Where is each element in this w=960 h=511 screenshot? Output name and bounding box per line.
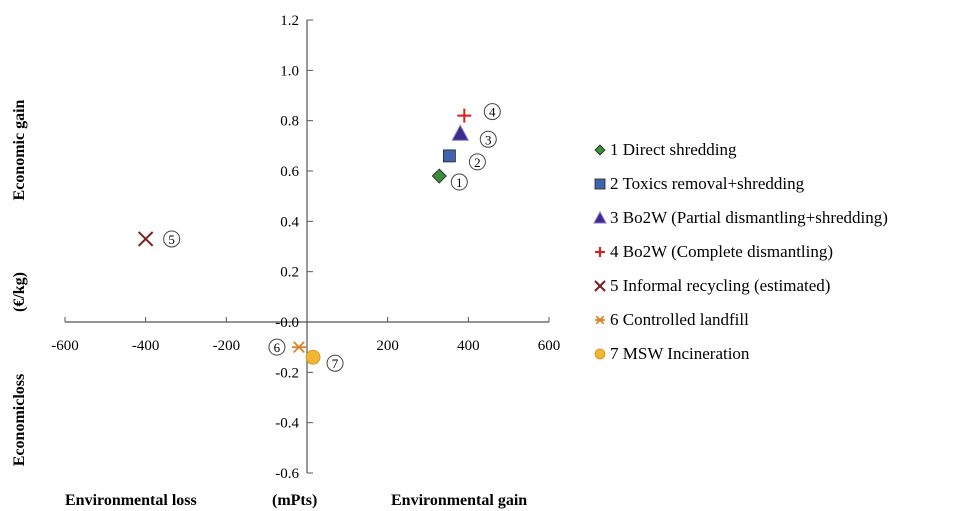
y-tick-label: 1.2 (280, 13, 299, 29)
point-label-ring (268, 338, 286, 356)
triangle-marker (593, 210, 607, 224)
x-marker-b (137, 231, 154, 247)
triangle-marker (451, 124, 470, 141)
legend-label: 2 Toxics removal+shredding (610, 174, 805, 193)
y-tick-label: 0.2 (280, 265, 299, 281)
point-label: 6 (274, 340, 281, 355)
point-label-ring (326, 354, 344, 372)
axis-titles: Environmental loss (mPts) Environmental … (11, 99, 527, 509)
y-tick-label: 0.8 (280, 114, 299, 130)
star-marker-b (595, 315, 605, 325)
point-label: 1 (456, 175, 463, 190)
legend-item-3: 3 Bo2W (Partial dismantling+shredding) (593, 208, 888, 227)
x-tick-label: -200 (213, 338, 241, 354)
data-point-3: 3 (451, 124, 497, 148)
data-point-6: 6 (268, 338, 306, 356)
point-label: 5 (168, 232, 175, 247)
y-tick-label: -0.2 (275, 365, 299, 381)
diamond-marker (594, 144, 606, 156)
legend-item-1: 1 Direct shredding (594, 140, 737, 159)
y-tick-label: 1.0 (280, 63, 299, 79)
legend-item-2: 2 Toxics removal+shredding (594, 174, 805, 193)
x-tick-label: -600 (51, 338, 79, 354)
legend-label: 4 Bo2W (Complete dismantling) (610, 242, 833, 261)
point-label: 2 (474, 155, 481, 170)
point-label: 3 (485, 132, 492, 147)
circle-marker (305, 349, 321, 365)
square-marker (594, 178, 606, 190)
y-tick-label: 0.6 (280, 164, 299, 180)
legend-item-5: 5 Informal recycling (estimated) (594, 276, 830, 295)
circle-marker (594, 348, 606, 360)
x-tick-label: 400 (457, 338, 480, 354)
y-tick-label: -0.4 (275, 416, 299, 432)
legend-label: 6 Controlled landfill (610, 310, 749, 329)
legend-item-4: 4 Bo2W (Complete dismantling) (595, 242, 833, 261)
data-point-2: 2 (442, 149, 486, 171)
data-points: 123 4 5 6 7 (137, 103, 501, 372)
y-tick-label: 0.4 (280, 214, 299, 230)
star-marker-b (293, 341, 305, 354)
y-tick-label: -0.0 (275, 315, 299, 331)
point-label-ring (163, 230, 181, 248)
point-label: 7 (332, 356, 339, 371)
y-label-top: Economic gain (11, 99, 28, 200)
x-label-right: Environmental gain (391, 492, 527, 509)
x-tick-label: 600 (538, 338, 561, 354)
x-label-left: Environmental loss (65, 492, 197, 509)
x-label-center: (mPts) (272, 492, 317, 509)
point-label-ring (483, 103, 501, 121)
legend: 1 Direct shredding 2 Toxics removal+shred… (593, 140, 888, 363)
y-label-bottom: Economicloss (11, 374, 28, 466)
point-label: 4 (489, 105, 496, 120)
point-label-ring (450, 173, 468, 191)
data-point-1: 1 (431, 168, 468, 191)
point-label-ring (468, 153, 486, 171)
square-marker (442, 149, 456, 163)
legend-label: 1 Direct shredding (610, 140, 737, 159)
legend-item-7: 7 MSW Incineration (594, 344, 750, 363)
x-tick-label: -400 (132, 338, 160, 354)
legend-label: 5 Informal recycling (estimated) (610, 276, 830, 295)
y-tick-label: -0.6 (275, 466, 299, 482)
legend-label: 3 Bo2W (Partial dismantling+shredding) (610, 208, 888, 227)
legend-item-6: 6 Controlled landfill (595, 310, 749, 329)
y-label-middle: (€/kg) (11, 272, 28, 312)
data-point-5: 5 (137, 230, 181, 248)
data-point-4: 4 (457, 103, 501, 123)
x-marker-b (594, 280, 606, 292)
legend-label: 7 MSW Incineration (610, 344, 750, 363)
tick-labels: -600 -400 -200 200 400 600 1.2 1.0 0.8 0.6 0.4 0.2 -… (51, 13, 560, 482)
axes (64, 19, 550, 474)
diamond-marker (431, 168, 447, 184)
data-point-7: 7 (305, 349, 344, 372)
point-label-ring (479, 130, 497, 148)
x-tick-label: 200 (376, 338, 399, 354)
